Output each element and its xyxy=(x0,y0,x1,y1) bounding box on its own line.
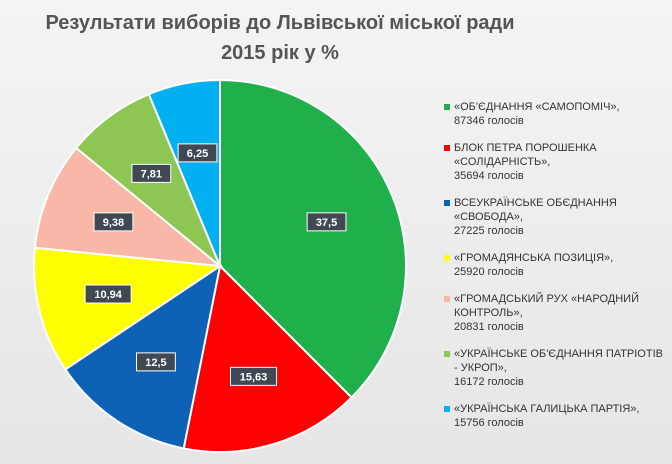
legend-label: «УКРАЇНСЬКЕ ОБ'ЄДНАННЯ ПАТРІОТІВ - УКРОП… xyxy=(454,348,663,374)
data-label-text: 9,38 xyxy=(103,217,124,229)
pie-slice-5 xyxy=(33,146,224,268)
legend-item-1: «ОБ'ЄДНАННЯ «САМОПОМІЧ», 87346 голосів xyxy=(444,100,666,128)
pie-chart: 37,5 15,63 12,5 10,94 9,38 7,81 6,25 xyxy=(33,78,407,453)
data-label-2: 15,63 xyxy=(229,366,277,386)
legend-votes: 20831 голосів xyxy=(454,321,524,333)
data-label-text: 15,63 xyxy=(240,371,268,383)
pie-slice-4 xyxy=(33,246,223,371)
legend-label: «ГРОМАДСЬКИЙ РУХ «НАРОДНИЙ КОНТРОЛЬ», xyxy=(454,293,639,319)
legend-swatch xyxy=(444,296,450,302)
pie-slice-1 xyxy=(219,78,407,399)
legend-label: «УКРАЇНСЬКА ГАЛИЦЬКА ПАРТІЯ», xyxy=(454,403,640,415)
legend-votes: 27225 голосів xyxy=(454,225,524,237)
chart-title-line2: 2015 рік у % xyxy=(221,42,339,64)
legend-votes: 35694 голосів xyxy=(454,170,524,182)
data-label-5: 9,38 xyxy=(93,212,134,232)
legend-label: «ГРОМАДЯНСЬКА ПОЗИЦІЯ», xyxy=(454,252,614,264)
data-label-6: 7,81 xyxy=(131,163,172,183)
pie-slice-7 xyxy=(147,78,221,267)
legend-swatch xyxy=(444,255,450,261)
legend-swatch xyxy=(444,406,450,412)
pie-slice-2 xyxy=(182,263,353,453)
legend-swatch xyxy=(444,351,450,357)
legend-votes: 16172 голосів xyxy=(454,376,524,388)
legend-swatch xyxy=(444,200,450,206)
legend-votes: 15756 голосів xyxy=(454,417,524,429)
legend-label: ВСЕУКРАЇНСЬКЕ ОБЄДНАННЯ «СВОБОДА», xyxy=(454,197,617,223)
legend-label: «ОБ'ЄДНАННЯ «САМОПОМІЧ», xyxy=(454,101,620,113)
legend-item-7: «УКРАЇНСЬКА ГАЛИЦЬКА ПАРТІЯ», 15756 голос… xyxy=(444,402,666,430)
data-label-text: 7,81 xyxy=(141,168,162,180)
legend-item-4: «ГРОМАДЯНСЬКА ПОЗИЦІЯ», 25920 голосів xyxy=(444,251,666,279)
chart-legend: «ОБ'ЄДНАННЯ «САМОПОМІЧ», 87346 голосів БЛО… xyxy=(444,100,666,443)
data-label-text: 37,5 xyxy=(316,217,337,229)
data-label-text: 6,25 xyxy=(187,148,208,160)
legend-votes: 25920 голосів xyxy=(454,266,524,278)
legend-item-5: «ГРОМАДСЬКИЙ РУХ «НАРОДНИЙ КОНТРОЛЬ», 208… xyxy=(444,292,666,334)
data-label-text: 12,5 xyxy=(145,357,166,369)
data-label-text: 10,94 xyxy=(94,289,122,301)
data-label-4: 10,94 xyxy=(84,284,132,304)
legend-label: БЛОК ПЕТРА ПОРОШЕНКА «СОЛІДАРНІСТЬ», xyxy=(454,142,597,168)
data-label-3: 12,5 xyxy=(136,352,176,372)
legend-votes: 87346 голосів xyxy=(454,115,524,127)
legend-item-6: «УКРАЇНСЬКЕ ОБ'ЄДНАННЯ ПАТРІОТІВ - УКРОП… xyxy=(444,347,666,389)
chart-title: Результати виборів до Львівської міської… xyxy=(40,8,520,68)
legend-swatch xyxy=(444,104,450,110)
legend-item-2: БЛОК ПЕТРА ПОРОШЕНКА «СОЛІДАРНІСТЬ», 3569… xyxy=(444,141,666,183)
chart-title-line1: Результати виборів до Львівської міської… xyxy=(45,12,515,34)
legend-item-3: ВСЕУКРАЇНСЬКЕ ОБЄДНАННЯ «СВОБОДА», 27225 … xyxy=(444,196,666,238)
data-label-7: 6,25 xyxy=(177,143,218,163)
data-label-1: 37,5 xyxy=(306,212,347,232)
legend-swatch xyxy=(444,145,450,151)
